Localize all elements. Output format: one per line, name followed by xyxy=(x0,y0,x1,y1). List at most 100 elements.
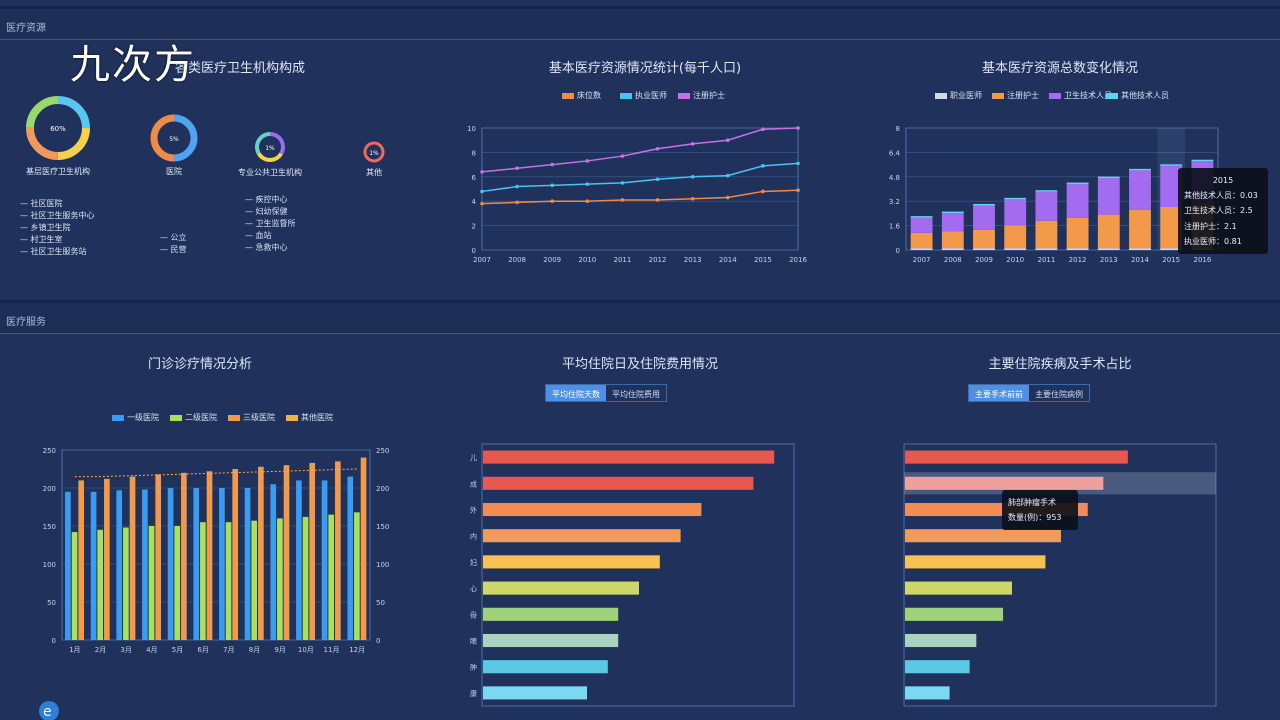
data-point xyxy=(690,175,695,179)
y-tick-label: 妇 xyxy=(470,558,477,567)
legend-item[interactable]: 卫生技术人员 xyxy=(1049,90,1112,101)
bar xyxy=(483,633,619,648)
bar-segment xyxy=(1129,168,1151,171)
bar xyxy=(142,489,148,640)
donut-label: 其他 xyxy=(366,167,382,177)
y2-tick-label: 250 xyxy=(376,447,389,455)
legend-label: 卫生技术人员 xyxy=(1064,91,1112,100)
data-point xyxy=(725,173,730,178)
bar xyxy=(258,466,264,640)
bar-segment xyxy=(1004,199,1027,226)
x-tick-label: 2015 xyxy=(754,256,772,264)
bar-segment xyxy=(1129,248,1151,250)
y-tick-label: 儿 xyxy=(470,454,477,462)
bar-segment xyxy=(1129,210,1151,249)
legend-item[interactable]: 其他医院 xyxy=(286,412,333,423)
legend-swatch xyxy=(1106,92,1118,99)
legend-label: 注册护士 xyxy=(1007,91,1039,100)
bar xyxy=(309,462,316,640)
x-tick-label: 2014 xyxy=(719,256,737,264)
y-tick-label: 8 xyxy=(896,125,900,133)
bar xyxy=(905,633,977,648)
bar xyxy=(148,526,155,640)
legend-item[interactable]: 一级医院 xyxy=(112,412,159,423)
x-tick-label: 2015 xyxy=(1162,256,1180,264)
bar-segment xyxy=(1097,214,1120,249)
bar xyxy=(347,476,354,640)
x-tick-label: 2012 xyxy=(1069,256,1087,264)
toggle-days[interactable]: 平均住院天数 xyxy=(546,385,606,401)
plot-frame xyxy=(481,127,799,251)
toggle-cases[interactable]: 主要住院病例 xyxy=(1035,390,1083,399)
y-tick-label: 康 xyxy=(470,689,477,698)
series-line xyxy=(481,189,799,205)
browser-icon[interactable]: e xyxy=(38,700,60,720)
bar xyxy=(483,450,775,464)
x-tick-label: 7月 xyxy=(223,646,234,654)
donut-segment xyxy=(26,96,90,160)
legend-item[interactable]: 执业医师 xyxy=(620,90,667,101)
series-line xyxy=(74,468,358,478)
data-point xyxy=(796,188,800,193)
y-tick-label: 眼 xyxy=(470,638,477,646)
bar-segment xyxy=(941,231,964,249)
legend-item: — 血站 xyxy=(245,231,272,240)
legend-swatch xyxy=(562,92,574,99)
donut-segment xyxy=(26,96,90,160)
y-tick-label: 2 xyxy=(472,223,476,231)
legend-label: 其他技术人员 xyxy=(1121,91,1169,100)
legend-label: 执业医师 xyxy=(635,91,667,100)
toggle-surgery[interactable]: 主要手术前前 xyxy=(969,385,1029,401)
bar xyxy=(905,476,1104,490)
y-tick-label: 200 xyxy=(43,485,56,493)
legend-item[interactable]: 二级医院 xyxy=(170,412,217,423)
bar xyxy=(167,488,174,640)
bar-segment xyxy=(910,232,933,249)
bar xyxy=(244,488,251,640)
legend-label: 一级医院 xyxy=(127,413,159,422)
y-tick-label: 6 xyxy=(472,174,477,182)
legend-item: — 急救中心 xyxy=(245,243,288,252)
section-header-services: 医疗服务 xyxy=(0,300,1280,334)
section-title: 医疗资源 xyxy=(6,23,46,34)
bar xyxy=(90,491,97,640)
bar xyxy=(483,502,702,517)
bar xyxy=(321,480,328,640)
donut-segment xyxy=(255,132,285,162)
legend-item[interactable]: 职业医师 xyxy=(935,90,982,101)
horizontal-bar-chart xyxy=(903,443,1217,707)
x-tick-label: 2007 xyxy=(473,256,491,264)
bar-segment xyxy=(1160,206,1183,249)
y-tick-label: 8 xyxy=(472,149,476,157)
legend-item[interactable]: 其他技术人员 xyxy=(1106,90,1169,101)
toggle-cost[interactable]: 平均住院费用 xyxy=(612,390,660,399)
bar-segment xyxy=(1004,197,1027,200)
legend-swatch xyxy=(170,414,182,421)
donut-segment xyxy=(255,132,285,162)
x-tick-label: 2012 xyxy=(649,256,667,264)
data-point xyxy=(620,154,625,158)
legend-item[interactable]: 注册护士 xyxy=(678,90,725,101)
legend-item: — 民营 xyxy=(160,245,187,254)
bar xyxy=(283,465,290,640)
legend-item: — 卫生监督所 xyxy=(245,219,296,228)
bar-segment xyxy=(1097,176,1120,179)
x-tick-label: 9月 xyxy=(274,646,285,654)
logo: 九次方 xyxy=(70,42,196,88)
data-point xyxy=(515,184,519,189)
legend-item[interactable]: 注册护士 xyxy=(992,90,1039,101)
data-point xyxy=(550,199,555,203)
legend-item[interactable]: 床位数 xyxy=(562,90,601,101)
y-tick-label: 内 xyxy=(470,532,477,541)
bar-segment xyxy=(973,205,995,230)
data-point xyxy=(761,189,765,194)
bar xyxy=(116,490,123,640)
data-point xyxy=(690,196,695,201)
bar-segment xyxy=(1035,191,1058,221)
bar-segment xyxy=(1191,159,1214,162)
legend-item[interactable]: 三级医院 xyxy=(228,412,275,423)
y2-tick-label: 50 xyxy=(376,599,385,607)
tooltip-line: 肺部肿瘤手术 xyxy=(1008,498,1056,507)
legend-label: 床位数 xyxy=(577,91,601,100)
bar xyxy=(225,522,232,640)
